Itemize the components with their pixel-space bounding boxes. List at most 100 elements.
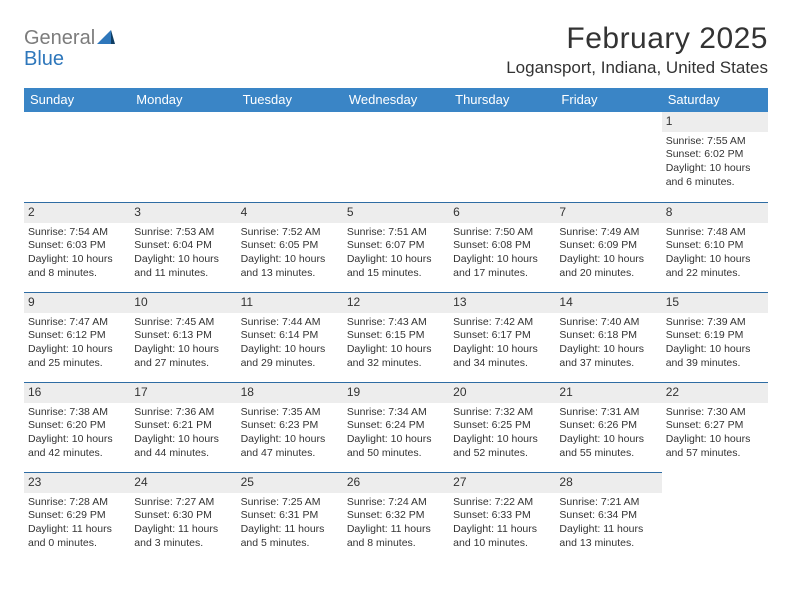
calendar-page: General Blue February 2025 Logansport, I… [0, 0, 792, 562]
daylight-text: Daylight: 10 hours and 52 minutes. [453, 433, 551, 460]
day-cell: 28Sunrise: 7:21 AMSunset: 6:34 PMDayligh… [555, 472, 661, 562]
sunset-text: Sunset: 6:09 PM [559, 239, 657, 253]
logo-sail-icon [97, 28, 115, 49]
day-cell: 20Sunrise: 7:32 AMSunset: 6:25 PMDayligh… [449, 382, 555, 472]
day-info: Sunrise: 7:31 AMSunset: 6:26 PMDaylight:… [555, 403, 661, 465]
sunrise-text: Sunrise: 7:52 AM [241, 226, 339, 240]
day-number: 24 [130, 473, 236, 493]
month-title: February 2025 [506, 22, 768, 56]
day-info: Sunrise: 7:30 AMSunset: 6:27 PMDaylight:… [662, 403, 768, 465]
sunset-text: Sunset: 6:25 PM [453, 419, 551, 433]
sunrise-text: Sunrise: 7:22 AM [453, 496, 551, 510]
empty-cell [24, 112, 130, 202]
day-cell: 8Sunrise: 7:48 AMSunset: 6:10 PMDaylight… [662, 202, 768, 292]
day-cell: 25Sunrise: 7:25 AMSunset: 6:31 PMDayligh… [237, 472, 343, 562]
sunrise-text: Sunrise: 7:45 AM [134, 316, 232, 330]
day-info: Sunrise: 7:44 AMSunset: 6:14 PMDaylight:… [237, 313, 343, 375]
day-number: 7 [555, 203, 661, 223]
sunset-text: Sunset: 6:31 PM [241, 509, 339, 523]
day-number: 10 [130, 293, 236, 313]
daylight-text: Daylight: 11 hours and 0 minutes. [28, 523, 126, 550]
logo-general: General [24, 27, 95, 49]
day-info: Sunrise: 7:35 AMSunset: 6:23 PMDaylight:… [237, 403, 343, 465]
weekday-wednesday: Wednesday [343, 88, 449, 112]
daylight-text: Daylight: 10 hours and 8 minutes. [28, 253, 126, 280]
daylight-text: Daylight: 10 hours and 37 minutes. [559, 343, 657, 370]
day-number: 21 [555, 383, 661, 403]
weekday-monday: Monday [130, 88, 236, 112]
day-cell: 12Sunrise: 7:43 AMSunset: 6:15 PMDayligh… [343, 292, 449, 382]
day-cell: 27Sunrise: 7:22 AMSunset: 6:33 PMDayligh… [449, 472, 555, 562]
day-info: Sunrise: 7:45 AMSunset: 6:13 PMDaylight:… [130, 313, 236, 375]
sunset-text: Sunset: 6:13 PM [134, 329, 232, 343]
sunrise-text: Sunrise: 7:21 AM [559, 496, 657, 510]
day-number: 20 [449, 383, 555, 403]
day-number: 6 [449, 203, 555, 223]
daylight-text: Daylight: 10 hours and 6 minutes. [666, 162, 764, 189]
sunset-text: Sunset: 6:26 PM [559, 419, 657, 433]
sunset-text: Sunset: 6:34 PM [559, 509, 657, 523]
day-cell: 18Sunrise: 7:35 AMSunset: 6:23 PMDayligh… [237, 382, 343, 472]
daylight-text: Daylight: 11 hours and 5 minutes. [241, 523, 339, 550]
day-info: Sunrise: 7:55 AMSunset: 6:02 PMDaylight:… [662, 132, 768, 194]
sunrise-text: Sunrise: 7:38 AM [28, 406, 126, 420]
day-info: Sunrise: 7:34 AMSunset: 6:24 PMDaylight:… [343, 403, 449, 465]
day-number: 5 [343, 203, 449, 223]
sunset-text: Sunset: 6:24 PM [347, 419, 445, 433]
day-number: 26 [343, 473, 449, 493]
sunset-text: Sunset: 6:05 PM [241, 239, 339, 253]
daylight-text: Daylight: 10 hours and 50 minutes. [347, 433, 445, 460]
sunrise-text: Sunrise: 7:48 AM [666, 226, 764, 240]
daylight-text: Daylight: 10 hours and 15 minutes. [347, 253, 445, 280]
weekday-header: Sunday Monday Tuesday Wednesday Thursday… [24, 88, 768, 112]
day-info: Sunrise: 7:47 AMSunset: 6:12 PMDaylight:… [24, 313, 130, 375]
sunrise-text: Sunrise: 7:30 AM [666, 406, 764, 420]
daylight-text: Daylight: 10 hours and 11 minutes. [134, 253, 232, 280]
weekday-thursday: Thursday [449, 88, 555, 112]
day-info: Sunrise: 7:27 AMSunset: 6:30 PMDaylight:… [130, 493, 236, 555]
day-number: 17 [130, 383, 236, 403]
empty-cell [343, 112, 449, 202]
day-cell: 10Sunrise: 7:45 AMSunset: 6:13 PMDayligh… [130, 292, 236, 382]
day-number: 3 [130, 203, 236, 223]
sunset-text: Sunset: 6:08 PM [453, 239, 551, 253]
day-cell: 26Sunrise: 7:24 AMSunset: 6:32 PMDayligh… [343, 472, 449, 562]
day-number: 14 [555, 293, 661, 313]
day-info: Sunrise: 7:53 AMSunset: 6:04 PMDaylight:… [130, 223, 236, 285]
logo: General Blue [24, 22, 115, 70]
day-info: Sunrise: 7:42 AMSunset: 6:17 PMDaylight:… [449, 313, 555, 375]
sunset-text: Sunset: 6:07 PM [347, 239, 445, 253]
day-cell: 24Sunrise: 7:27 AMSunset: 6:30 PMDayligh… [130, 472, 236, 562]
daylight-text: Daylight: 10 hours and 29 minutes. [241, 343, 339, 370]
sunset-text: Sunset: 6:15 PM [347, 329, 445, 343]
day-info: Sunrise: 7:43 AMSunset: 6:15 PMDaylight:… [343, 313, 449, 375]
sunset-text: Sunset: 6:20 PM [28, 419, 126, 433]
daylight-text: Daylight: 10 hours and 22 minutes. [666, 253, 764, 280]
daylight-text: Daylight: 10 hours and 17 minutes. [453, 253, 551, 280]
sunrise-text: Sunrise: 7:25 AM [241, 496, 339, 510]
sunrise-text: Sunrise: 7:40 AM [559, 316, 657, 330]
sunrise-text: Sunrise: 7:24 AM [347, 496, 445, 510]
sunset-text: Sunset: 6:19 PM [666, 329, 764, 343]
day-cell: 21Sunrise: 7:31 AMSunset: 6:26 PMDayligh… [555, 382, 661, 472]
day-cell: 11Sunrise: 7:44 AMSunset: 6:14 PMDayligh… [237, 292, 343, 382]
day-number: 19 [343, 383, 449, 403]
sunrise-text: Sunrise: 7:43 AM [347, 316, 445, 330]
sunrise-text: Sunrise: 7:39 AM [666, 316, 764, 330]
sunset-text: Sunset: 6:12 PM [28, 329, 126, 343]
sunset-text: Sunset: 6:23 PM [241, 419, 339, 433]
daylight-text: Daylight: 10 hours and 27 minutes. [134, 343, 232, 370]
weekday-friday: Friday [555, 88, 661, 112]
sunrise-text: Sunrise: 7:34 AM [347, 406, 445, 420]
day-info: Sunrise: 7:25 AMSunset: 6:31 PMDaylight:… [237, 493, 343, 555]
day-cell: 16Sunrise: 7:38 AMSunset: 6:20 PMDayligh… [24, 382, 130, 472]
weekday-sunday: Sunday [24, 88, 130, 112]
sunset-text: Sunset: 6:04 PM [134, 239, 232, 253]
sunset-text: Sunset: 6:21 PM [134, 419, 232, 433]
day-info: Sunrise: 7:50 AMSunset: 6:08 PMDaylight:… [449, 223, 555, 285]
sunset-text: Sunset: 6:03 PM [28, 239, 126, 253]
sunrise-text: Sunrise: 7:31 AM [559, 406, 657, 420]
daylight-text: Daylight: 10 hours and 42 minutes. [28, 433, 126, 460]
day-number: 15 [662, 293, 768, 313]
day-cell: 1Sunrise: 7:55 AMSunset: 6:02 PMDaylight… [662, 112, 768, 202]
